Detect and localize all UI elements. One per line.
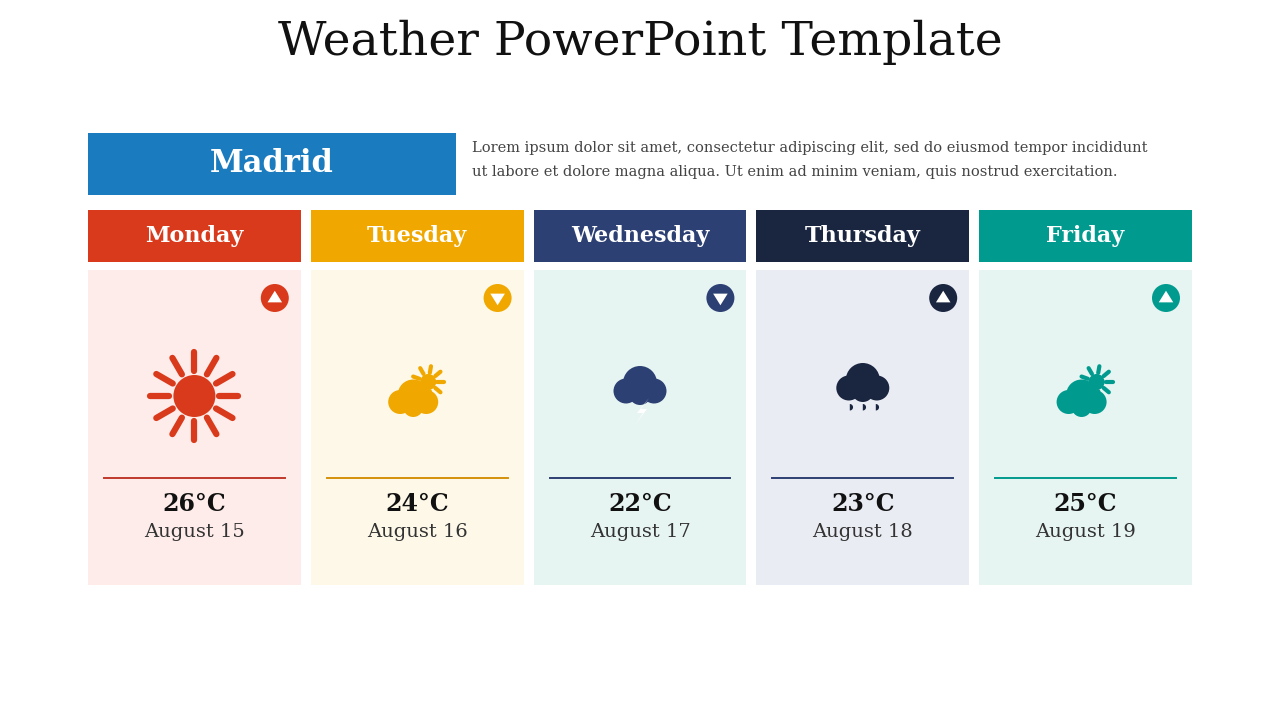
Polygon shape [268, 291, 282, 302]
Circle shape [929, 284, 957, 312]
FancyBboxPatch shape [979, 210, 1192, 262]
FancyBboxPatch shape [88, 210, 301, 262]
Polygon shape [713, 294, 728, 305]
Circle shape [623, 366, 657, 400]
FancyBboxPatch shape [534, 210, 746, 262]
Circle shape [484, 284, 512, 312]
Polygon shape [850, 404, 852, 415]
Circle shape [261, 284, 289, 312]
Circle shape [388, 390, 412, 414]
Text: August 19: August 19 [1036, 523, 1137, 541]
Circle shape [707, 284, 735, 312]
Text: August 17: August 17 [590, 523, 690, 541]
Circle shape [864, 376, 890, 400]
Text: Thursday: Thursday [805, 225, 920, 247]
Text: 23°C: 23°C [831, 492, 895, 516]
Circle shape [415, 390, 438, 414]
Circle shape [613, 379, 639, 403]
Text: Friday: Friday [1047, 225, 1125, 247]
Circle shape [398, 379, 429, 410]
Circle shape [1152, 284, 1180, 312]
Circle shape [851, 380, 874, 402]
Circle shape [1066, 379, 1097, 410]
Text: Madrid: Madrid [210, 148, 334, 179]
FancyBboxPatch shape [311, 210, 524, 262]
Circle shape [1071, 397, 1092, 417]
Text: August 18: August 18 [813, 523, 913, 541]
Circle shape [641, 379, 667, 403]
Text: August 16: August 16 [367, 523, 467, 541]
Text: Monday: Monday [145, 225, 243, 247]
FancyBboxPatch shape [756, 210, 969, 262]
Circle shape [1088, 374, 1105, 390]
Polygon shape [490, 294, 504, 305]
FancyBboxPatch shape [311, 270, 524, 585]
Text: August 15: August 15 [145, 523, 244, 541]
Circle shape [420, 374, 436, 390]
FancyBboxPatch shape [88, 133, 456, 195]
Circle shape [628, 383, 652, 405]
Polygon shape [863, 404, 867, 415]
Polygon shape [876, 404, 879, 415]
Polygon shape [936, 291, 951, 302]
Circle shape [173, 375, 215, 417]
Polygon shape [1158, 291, 1174, 302]
FancyBboxPatch shape [534, 270, 746, 585]
Polygon shape [635, 398, 649, 425]
Text: Lorem ipsum dolor sit amet, consectetur adipiscing elit, sed do eiusmod tempor i: Lorem ipsum dolor sit amet, consectetur … [472, 141, 1147, 179]
FancyBboxPatch shape [88, 270, 301, 585]
Text: Weather PowerPoint Template: Weather PowerPoint Template [278, 19, 1002, 65]
Text: Tuesday: Tuesday [367, 225, 467, 247]
Text: 24°C: 24°C [385, 492, 449, 516]
Circle shape [403, 397, 424, 417]
Text: 26°C: 26°C [163, 492, 227, 516]
FancyBboxPatch shape [979, 270, 1192, 585]
Text: 25°C: 25°C [1053, 492, 1117, 516]
Circle shape [846, 363, 879, 397]
FancyBboxPatch shape [756, 270, 969, 585]
Text: Wednesday: Wednesday [571, 225, 709, 247]
Circle shape [1056, 390, 1080, 414]
Circle shape [1083, 390, 1107, 414]
Circle shape [836, 376, 861, 400]
Text: 22°C: 22°C [608, 492, 672, 516]
